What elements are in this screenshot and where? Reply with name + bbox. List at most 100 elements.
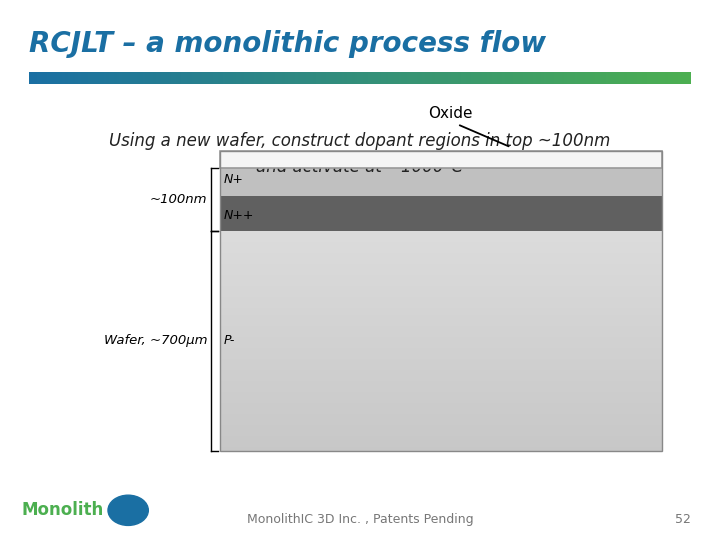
Bar [342, 72, 344, 84]
Bar [220, 400, 662, 403]
Bar [220, 308, 662, 312]
Text: IC3D: IC3D [117, 506, 140, 515]
Bar [285, 72, 287, 84]
Bar [91, 72, 94, 84]
Bar [438, 72, 440, 84]
Bar [76, 72, 78, 84]
Bar [248, 72, 251, 84]
Bar [220, 443, 662, 447]
Bar [220, 352, 662, 355]
Bar [683, 72, 686, 84]
Bar [572, 72, 575, 84]
Text: P-: P- [223, 334, 235, 347]
Bar [647, 72, 649, 84]
Bar [539, 72, 541, 84]
Bar [37, 72, 39, 84]
Bar [143, 72, 145, 84]
Bar [526, 72, 528, 84]
Bar [528, 72, 531, 84]
Bar [440, 72, 443, 84]
Bar [479, 72, 482, 84]
Bar [611, 72, 613, 84]
Bar [122, 72, 125, 84]
Bar [518, 72, 521, 84]
Bar [590, 72, 593, 84]
Bar [337, 72, 339, 84]
Bar [665, 72, 668, 84]
Bar [391, 72, 394, 84]
Bar [660, 72, 662, 84]
Bar [220, 370, 662, 374]
Bar [220, 333, 662, 337]
Bar [675, 72, 678, 84]
Bar [290, 72, 293, 84]
Bar [125, 72, 127, 84]
Bar [293, 72, 295, 84]
Bar [220, 245, 662, 249]
Bar [334, 72, 337, 84]
Bar [657, 72, 660, 84]
Bar [220, 330, 662, 333]
Bar [220, 256, 662, 260]
Bar [220, 348, 662, 352]
Bar [220, 367, 662, 370]
Bar [355, 72, 357, 84]
Bar [259, 72, 261, 84]
Bar [220, 264, 662, 267]
Bar [220, 433, 662, 436]
Bar [443, 72, 446, 84]
Bar [163, 72, 166, 84]
Bar [600, 72, 603, 84]
Bar [469, 72, 472, 84]
Bar [595, 72, 598, 84]
Bar [158, 72, 161, 84]
Bar [102, 72, 104, 84]
Text: Wafer, ~700μm: Wafer, ~700μm [104, 334, 207, 347]
Bar [220, 345, 662, 348]
Bar [140, 72, 143, 84]
Bar [109, 72, 112, 84]
Bar [606, 72, 608, 84]
Bar [52, 72, 55, 84]
Bar [254, 72, 256, 84]
Bar [396, 72, 399, 84]
Bar [311, 72, 313, 84]
Text: MonolithIC 3D Inc. , Patents Pending: MonolithIC 3D Inc. , Patents Pending [247, 513, 473, 526]
Bar [238, 72, 241, 84]
Bar [60, 72, 63, 84]
Bar [474, 72, 477, 84]
Bar [86, 72, 89, 84]
Bar [490, 72, 492, 84]
Bar [220, 196, 662, 231]
Bar [557, 72, 559, 84]
Bar [624, 72, 626, 84]
Bar [220, 396, 662, 400]
Bar [412, 72, 414, 84]
Bar [531, 72, 534, 84]
Bar [352, 72, 355, 84]
Bar [29, 72, 32, 84]
Bar [241, 72, 243, 84]
Bar [220, 293, 662, 296]
Bar [464, 72, 466, 84]
Bar [453, 72, 456, 84]
Bar [267, 72, 269, 84]
Bar [71, 72, 73, 84]
Bar [425, 72, 427, 84]
Text: and activate at ~1000ºC: and activate at ~1000ºC [256, 158, 464, 176]
Bar [448, 72, 451, 84]
Bar [251, 72, 254, 84]
Bar [513, 72, 516, 84]
Bar [521, 72, 523, 84]
Bar [220, 315, 662, 319]
Bar [179, 72, 181, 84]
Bar [549, 72, 552, 84]
Bar [376, 72, 378, 84]
Bar [117, 72, 120, 84]
Bar [427, 72, 430, 84]
Bar [409, 72, 412, 84]
Bar [228, 72, 230, 84]
Bar [570, 72, 572, 84]
Bar [220, 355, 662, 359]
Bar [381, 72, 383, 84]
